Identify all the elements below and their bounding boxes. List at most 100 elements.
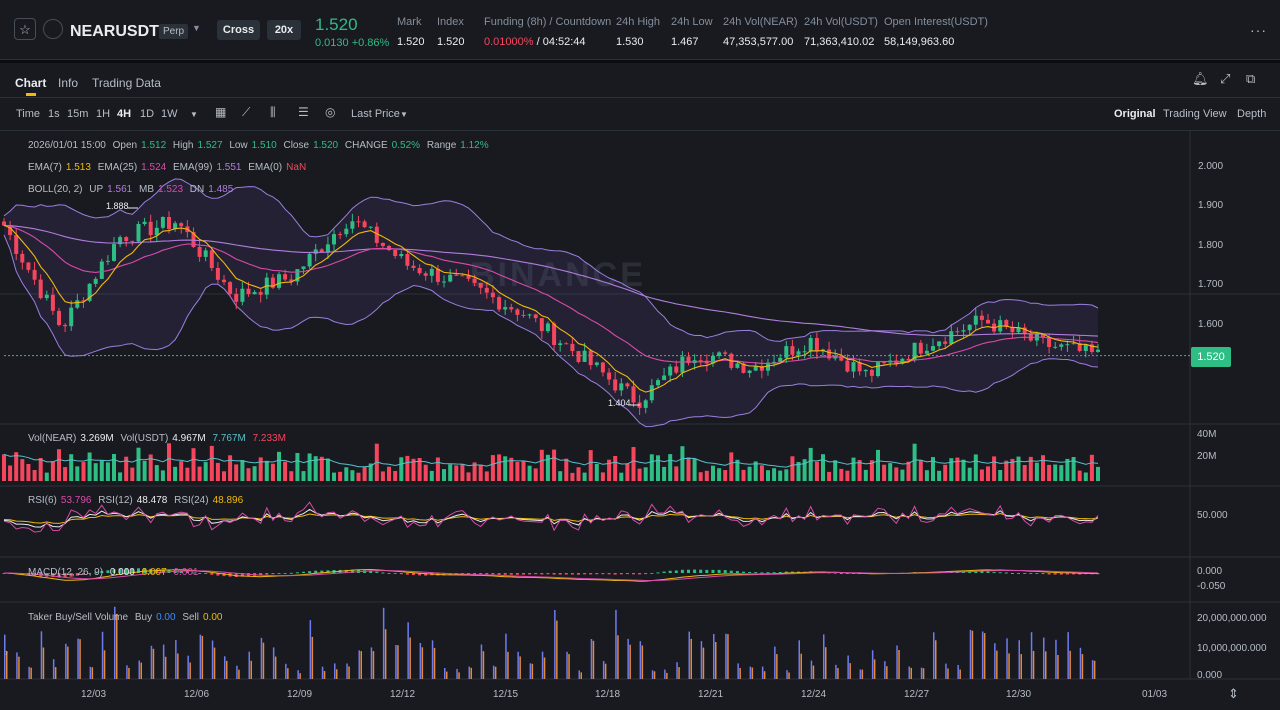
bell-icon[interactable]: 🔔︎ — [1192, 71, 1209, 86]
candle-type-icon[interactable]: ⫼ — [270, 105, 276, 119]
leverage-button[interactable]: 20x — [267, 20, 301, 40]
calendar-icon[interactable]: ▦ — [215, 105, 227, 119]
taker-sell-bar — [507, 651, 509, 679]
volume-bar — [943, 464, 948, 481]
chevron-down-icon[interactable]: ▼ — [400, 110, 408, 119]
volume-bar — [246, 468, 251, 481]
taker-sell-bar — [629, 644, 631, 679]
macd-histogram-bar — [717, 569, 721, 573]
time-label[interactable]: Time — [16, 108, 41, 120]
candle-body — [1041, 334, 1045, 338]
view-original[interactable]: Original — [1114, 108, 1156, 120]
volume-bar — [478, 464, 483, 481]
taker-buy-bar — [236, 665, 238, 679]
candle-body — [1089, 344, 1094, 352]
candle-body — [1016, 327, 1021, 333]
volume-bar — [759, 465, 764, 481]
macd-histogram-bar — [668, 570, 672, 573]
volume-bar — [38, 458, 43, 481]
candle-body — [289, 279, 294, 282]
settings-list-icon[interactable]: ☰ — [298, 105, 309, 119]
volume-bar — [1083, 472, 1088, 481]
interval-15m[interactable]: 15m — [67, 108, 89, 120]
candle-body — [20, 253, 25, 263]
taker-buy-bar — [541, 651, 544, 679]
tab-info[interactable]: Info — [58, 76, 79, 90]
candle-body — [931, 346, 935, 351]
boll-dn-value: 1.485 — [208, 184, 234, 195]
taker-sell-bar — [397, 645, 399, 679]
taker-buy-bar — [370, 647, 373, 679]
volume-bar — [185, 467, 190, 481]
taker-axis-label: 20,000,000.000 — [1197, 613, 1267, 624]
candle-body — [478, 282, 483, 288]
volume-bar — [668, 454, 673, 481]
macd-histogram-bar — [607, 573, 611, 575]
candle-body — [570, 343, 575, 352]
axis-scale-icon[interactable]: ⇕ — [1228, 686, 1239, 701]
buy-value: 0.00 — [156, 612, 176, 623]
indicators-icon[interactable]: ⟋ — [242, 105, 251, 119]
volume-bar — [1034, 462, 1039, 481]
volume-bar — [533, 468, 538, 481]
price-type-select[interactable]: Last Price — [351, 108, 400, 120]
interval-4h[interactable]: 4H — [117, 108, 132, 120]
macd-histogram-bar — [467, 573, 470, 575]
expand-left-icon[interactable]: › — [5, 647, 8, 657]
macd-histogram-bar — [216, 573, 220, 576]
interval-dropdown-icon[interactable]: ▼ — [190, 110, 198, 119]
taker-sell-bar — [238, 669, 240, 679]
volume-legend: Vol(NEAR) 3.269M Vol(USDT) 4.967M 7.767M 7… — [28, 433, 290, 444]
volume-bar — [289, 471, 294, 481]
volume-bar — [894, 467, 899, 481]
taker-sell-bar — [1057, 655, 1059, 679]
high-value: 1.527 — [197, 140, 223, 151]
taker-buy-bar — [774, 646, 776, 679]
tab-trading-data[interactable]: Trading Data — [92, 76, 161, 90]
taker-sell-bar — [287, 668, 289, 679]
ema25-label: EMA(25) — [97, 162, 138, 173]
view-tradingview[interactable]: Trading View — [1163, 108, 1227, 120]
candle-body — [142, 221, 147, 224]
candle-body — [588, 350, 593, 366]
tab-chart[interactable]: Chart — [15, 76, 47, 90]
stat-24h-low: 24h Low 1.467 — [671, 16, 713, 48]
volume-bar — [8, 465, 13, 481]
more-options-icon[interactable]: ··· — [1250, 22, 1267, 38]
volume-bar — [729, 452, 734, 481]
volume-bar — [460, 464, 465, 481]
expand-icon[interactable]: ⤢ — [1220, 71, 1231, 86]
taker-buy-bar — [187, 655, 189, 679]
chevron-down-icon[interactable]: ▼ — [192, 23, 201, 33]
interval-1s[interactable]: 1s — [48, 108, 60, 120]
macd-histogram-bar — [473, 573, 477, 575]
interval-1d[interactable]: 1D — [140, 108, 155, 120]
volume-bar — [1059, 465, 1064, 481]
view-depth[interactable]: Depth — [1237, 108, 1267, 120]
macd-histogram-bar — [112, 569, 116, 573]
volume-bar — [649, 454, 654, 481]
volume-bar — [539, 449, 544, 481]
candle-body — [1065, 344, 1070, 346]
interval-1w[interactable]: 1W — [161, 108, 178, 120]
interval-1h[interactable]: 1H — [96, 108, 111, 120]
candle-body — [711, 355, 715, 364]
volume-bar — [735, 459, 740, 481]
taker-buy-bar — [933, 632, 935, 679]
taker-buy-bar — [615, 609, 617, 679]
stat-24h-high: 24h High 1.530 — [616, 16, 660, 48]
favorite-star-icon[interactable]: ☆ — [14, 18, 36, 40]
popout-icon[interactable]: ⧉ — [1246, 71, 1256, 86]
volume-bar — [576, 467, 581, 481]
symbol-name[interactable]: NEARUSDT — [70, 23, 159, 40]
candlestick-chart[interactable] — [0, 131, 1280, 710]
candle-body — [527, 314, 532, 316]
macd-histogram-bar — [314, 570, 318, 573]
macd-dea-value: 0.001 — [173, 567, 199, 578]
target-icon[interactable]: ◎ — [325, 105, 336, 119]
margin-mode-button[interactable]: Cross — [217, 20, 260, 40]
candle-body — [26, 262, 31, 270]
bollinger-band-fill — [4, 178, 1098, 427]
volume-bar — [588, 450, 593, 481]
